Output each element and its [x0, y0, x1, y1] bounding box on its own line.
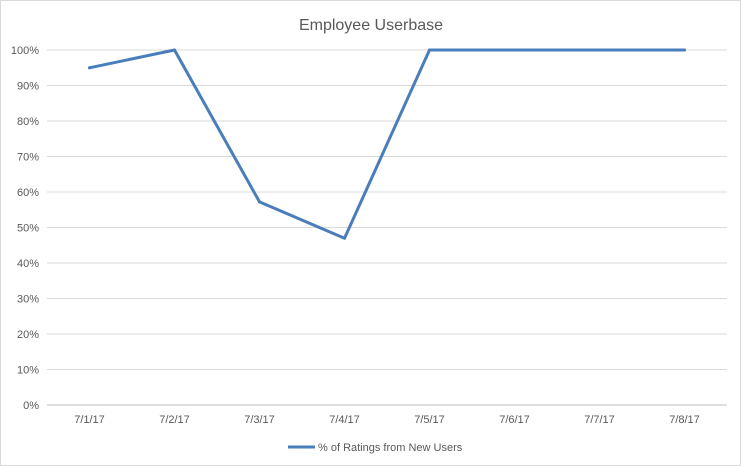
y-tick-label: 30% [17, 294, 39, 306]
y-tick-label: 0% [23, 400, 39, 412]
y-tick-label: 70% [17, 152, 39, 164]
gridlines [47, 49, 727, 406]
x-tick-label: 7/7/17 [584, 414, 615, 426]
y-tick-label: 20% [17, 329, 39, 341]
y-axis-ticks: 0% 10% 20% 30% 40% 50% 60% 70% 80% 90% 100% [11, 45, 39, 412]
data-point [598, 48, 601, 52]
data-point [258, 200, 261, 204]
x-tick-label: 7/3/17 [244, 414, 275, 426]
y-tick-label: 90% [17, 81, 39, 93]
y-tick-label: 60% [17, 187, 39, 199]
x-tick-label: 7/8/17 [669, 414, 700, 426]
series-line [88, 48, 686, 240]
x-tick-label: 7/2/17 [159, 414, 190, 426]
y-tick-label: 50% [17, 223, 39, 235]
series-layer [88, 48, 686, 240]
x-tick-label: 7/1/17 [74, 414, 105, 426]
data-point [513, 48, 516, 52]
x-tick-label: 7/5/17 [414, 414, 445, 426]
y-tick-label: 40% [17, 258, 39, 270]
y-tick-label: 10% [17, 365, 39, 377]
x-axis-ticks: 7/1/17 7/2/17 7/3/17 7/4/17 7/5/17 7/6/17 7/7/… [74, 414, 700, 426]
data-point [343, 236, 346, 240]
data-point [88, 66, 91, 70]
legend-label: % of Ratings from New Users [318, 442, 463, 454]
y-tick-label: 100% [11, 45, 39, 57]
data-point [173, 48, 176, 52]
data-point [428, 48, 431, 52]
data-point [683, 48, 686, 52]
chart-title: Employee Userbase [299, 17, 443, 34]
x-tick-label: 7/6/17 [499, 414, 530, 426]
y-tick-label: 80% [17, 116, 39, 128]
x-tick-label: 7/4/17 [329, 414, 360, 426]
legend: % of Ratings from New Users [288, 442, 463, 454]
